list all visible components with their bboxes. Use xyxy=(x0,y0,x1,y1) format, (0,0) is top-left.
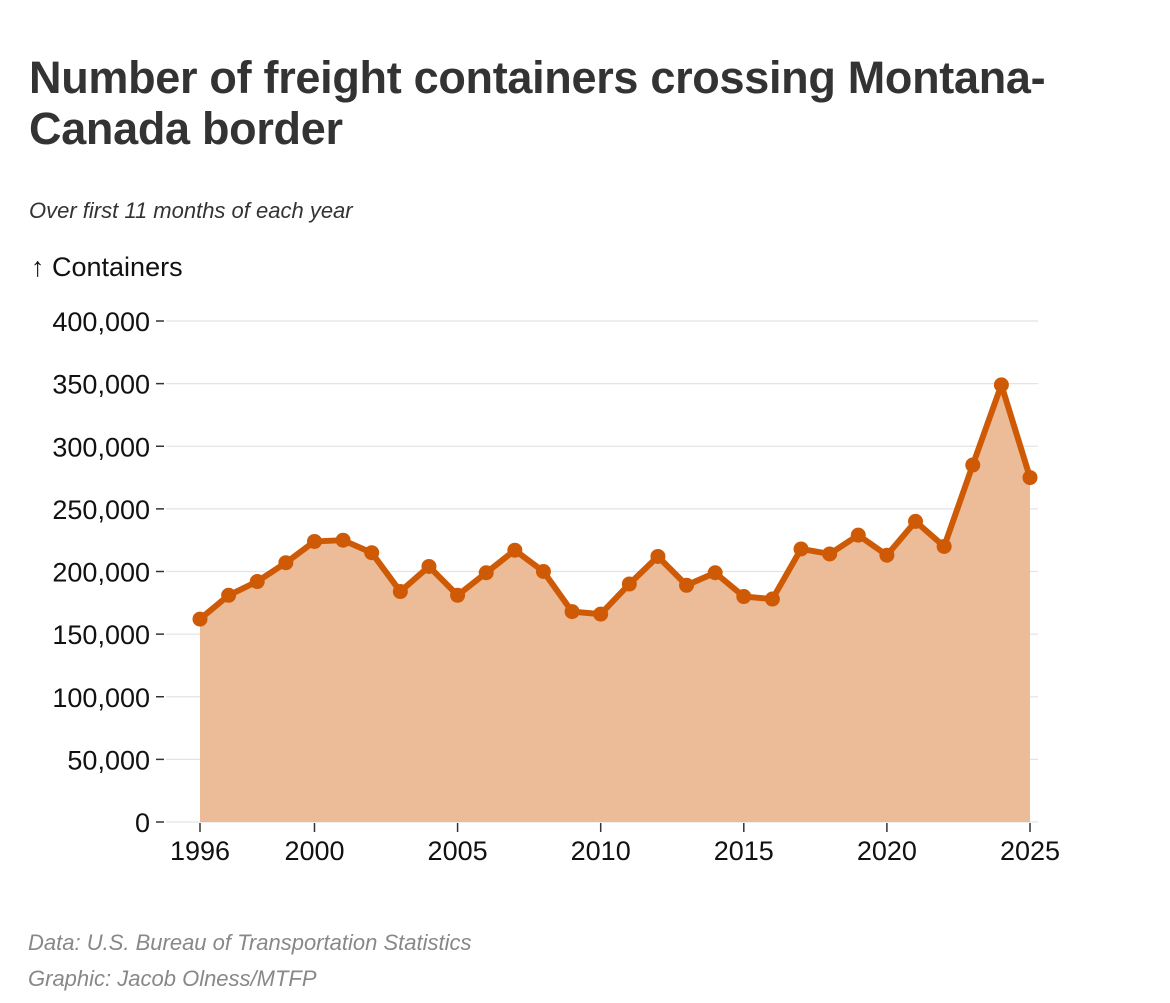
data-point xyxy=(621,576,637,592)
data-point xyxy=(993,377,1009,393)
y-tick-label: 150,000 xyxy=(52,620,150,650)
data-point xyxy=(335,532,351,548)
data-point xyxy=(564,604,580,620)
x-tick-label: 1996 xyxy=(170,836,230,866)
data-point xyxy=(650,548,666,564)
data-point xyxy=(908,513,924,529)
y-tick-label: 100,000 xyxy=(52,683,150,713)
x-tick-label: 2025 xyxy=(1000,836,1060,866)
data-point xyxy=(736,589,752,605)
area-layer xyxy=(200,384,1030,822)
data-point xyxy=(593,606,609,622)
y-tick-label: 200,000 xyxy=(52,558,150,588)
data-point xyxy=(306,533,322,549)
graphic-credit: Graphic: Jacob Olness/MTFP xyxy=(28,966,317,991)
data-point xyxy=(793,541,809,557)
data-source: Data: U.S. Bureau of Transportation Stat… xyxy=(28,930,472,955)
data-point xyxy=(850,527,866,543)
data-point xyxy=(707,565,723,581)
data-point xyxy=(507,542,523,558)
data-point xyxy=(936,538,952,554)
chart-title: Number of freight containers crossing Mo… xyxy=(29,52,1046,154)
x-axis: 1996 2000 2005 2010 2015 2020 2025 xyxy=(170,823,1060,866)
data-point xyxy=(192,611,208,627)
data-point xyxy=(221,587,237,603)
data-point xyxy=(1022,470,1038,486)
data-point xyxy=(450,587,466,603)
x-tick-label: 2010 xyxy=(571,836,631,866)
data-point xyxy=(879,547,895,563)
y-tick-label: 0 xyxy=(135,808,150,838)
x-tick-label: 2005 xyxy=(428,836,488,866)
data-point xyxy=(965,457,981,473)
y-tick-label: 400,000 xyxy=(52,307,150,337)
data-point xyxy=(249,574,265,590)
x-tick-label: 2000 xyxy=(284,836,344,866)
data-point xyxy=(364,545,380,561)
data-point xyxy=(679,577,695,593)
y-tick-label: 350,000 xyxy=(52,370,150,400)
y-tick-label: 50,000 xyxy=(67,745,150,775)
data-point xyxy=(421,558,437,574)
data-point xyxy=(764,591,780,607)
y-tick-label: 250,000 xyxy=(52,495,150,525)
area-fill xyxy=(200,384,1030,822)
data-point xyxy=(535,564,551,579)
data-point xyxy=(478,565,494,581)
y-axis-label: ↑ Containers xyxy=(31,252,183,282)
data-point xyxy=(392,584,408,600)
data-point xyxy=(822,546,838,562)
data-point xyxy=(278,555,294,571)
x-tick-label: 2020 xyxy=(857,836,917,866)
chart-subtitle: Over first 11 months of each year xyxy=(29,198,353,223)
y-axis: 0 50,000 100,000 150,000 200,000 250,000 300,0… xyxy=(52,307,164,838)
data-points xyxy=(192,377,1038,627)
y-tick-label: 300,000 xyxy=(52,432,150,462)
x-tick-label: 2015 xyxy=(714,836,774,866)
